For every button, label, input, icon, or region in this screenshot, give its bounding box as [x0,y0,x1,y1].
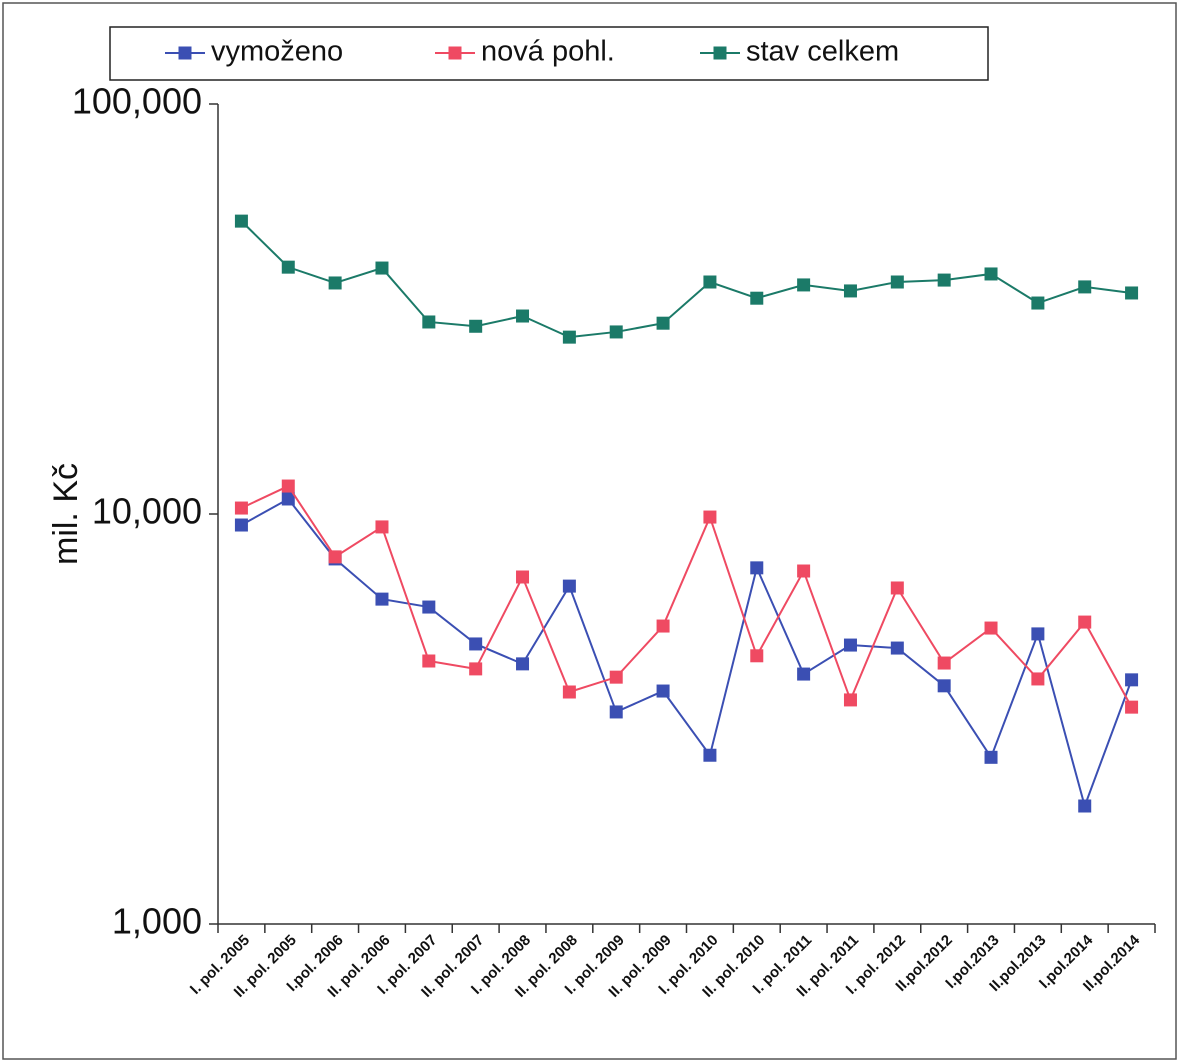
marker [375,592,389,606]
marker [375,520,389,534]
marker [281,260,295,274]
marker [1125,700,1139,714]
marker [469,662,483,676]
marker [1031,627,1045,641]
marker [422,315,436,329]
marker [1078,280,1092,294]
y-tick-label: 1,000 [112,901,202,942]
marker [1078,799,1092,813]
marker [797,667,811,681]
marker [609,325,623,339]
marker [703,510,717,524]
series-line [240,484,1133,708]
marker [516,657,530,671]
marker [890,275,904,289]
marker [234,501,248,515]
marker [843,693,857,707]
series-line [240,497,1133,810]
series-line [240,220,1132,339]
marker [937,273,951,287]
marker [656,619,670,633]
marker [281,492,295,506]
marker [1031,672,1045,686]
marker [609,670,623,684]
marker [984,621,998,635]
marker [422,654,436,668]
legend-box [109,26,989,81]
y-tick-label: 10,000 [92,491,202,532]
marker [843,638,857,652]
marker [750,291,764,305]
legend-label: nová pohl. [481,36,615,68]
marker [797,564,811,578]
marker [656,316,670,330]
marker [281,479,295,493]
marker [562,330,576,344]
marker [984,267,998,281]
marker [890,641,904,655]
marker [516,570,530,584]
marker [1031,296,1045,310]
marker [1125,286,1139,300]
y-tick-label: 100,000 [72,81,202,122]
marker [656,684,670,698]
marker [703,275,717,289]
legend-marker [178,46,192,60]
marker [516,309,530,323]
marker [843,284,857,298]
marker [890,581,904,595]
marker [750,561,764,575]
legend-marker [448,46,462,60]
marker [984,750,998,764]
legend-label: vymoženo [211,36,343,68]
marker [234,214,248,228]
marker [703,748,717,762]
marker [1125,673,1139,687]
marker [562,579,576,593]
marker [609,705,623,719]
marker [750,649,764,663]
marker [937,656,951,670]
marker [1078,615,1092,629]
marker [234,518,248,532]
marker [797,278,811,292]
marker [422,600,436,614]
marker [469,637,483,651]
marker [328,550,342,564]
marker [375,261,389,275]
marker [562,685,576,699]
marker [937,679,951,693]
legend-marker [713,46,727,60]
marker [328,276,342,290]
marker [469,319,483,333]
legend-label: stav celkem [746,36,899,68]
y-axis-label: mil. Kč [47,463,85,565]
